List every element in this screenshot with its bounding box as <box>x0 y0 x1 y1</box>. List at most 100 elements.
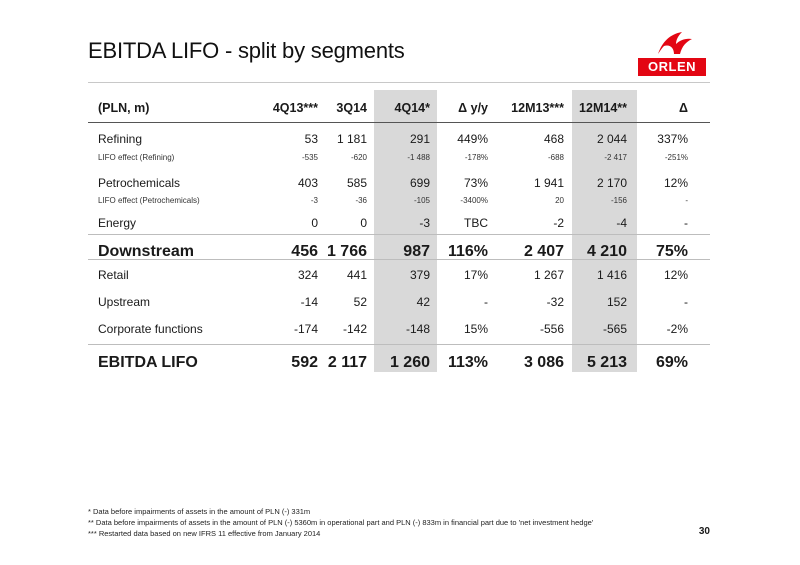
cell-4q13: 403 <box>297 176 318 190</box>
cell-y-y: 73% <box>463 176 488 190</box>
cell-y-y: 15% <box>463 322 488 336</box>
header-delta-yy: Δ y/y <box>458 101 488 115</box>
footnotes: * Data before impairments of assets in t… <box>88 506 593 539</box>
cell-4q13: -14 <box>300 295 318 309</box>
cell-12m13: 468 <box>543 132 564 146</box>
cell-4q14: 291 <box>409 132 430 146</box>
cell-12m14: 2 044 <box>596 132 627 146</box>
cell-: 12% <box>663 268 688 282</box>
footnote-1: * Data before impairments of assets in t… <box>88 507 311 516</box>
footnote-3: *** Restarted data based on new IFRS 11 … <box>88 529 321 538</box>
header-3q14: 3Q14 <box>336 101 367 115</box>
header-12m13: 12M13*** <box>511 101 564 115</box>
header-12m14: 12M14** <box>579 101 627 115</box>
page-number: 30 <box>698 526 710 537</box>
cell-12m14: 2 170 <box>596 176 627 190</box>
header-unit: (PLN, m) <box>98 101 150 115</box>
cell-: - <box>684 295 688 309</box>
row-label: Petrochemicals <box>98 176 181 190</box>
cell-12m14: -2 417 <box>604 153 627 162</box>
cell-4q14: 1 260 <box>389 354 430 371</box>
cell-4q14: 379 <box>409 268 430 282</box>
cell-3q14: -142 <box>342 322 367 336</box>
cell-12m14: -565 <box>602 322 627 336</box>
cell-4q14: -3 <box>419 216 430 230</box>
cell-: -2% <box>666 322 688 336</box>
cell-12m13: -32 <box>546 295 564 309</box>
cell-3q14: 52 <box>353 295 367 309</box>
cell-4q14: 987 <box>403 243 430 260</box>
cell-4q14: -105 <box>413 196 430 205</box>
cell-4q14: -148 <box>405 322 430 336</box>
cell-4q14: 42 <box>416 295 430 309</box>
cell-y-y: - <box>484 295 488 309</box>
row-label: Retail <box>98 268 129 282</box>
row-label: Energy <box>98 216 137 230</box>
cell-4q13: 324 <box>297 268 318 282</box>
cell-12m13: 3 086 <box>523 354 564 371</box>
cell-12m13: -556 <box>539 322 564 336</box>
cell-3q14: -620 <box>350 153 367 162</box>
cell-y-y: 113% <box>447 354 488 371</box>
cell-3q14: 441 <box>346 268 367 282</box>
header-4q14: 4Q14* <box>394 101 430 115</box>
cell-y-y: 116% <box>447 243 488 260</box>
row-label: LIFO effect (Refining) <box>98 153 175 162</box>
row-label: EBITDA LIFO <box>98 354 198 371</box>
cell-12m13: 20 <box>555 196 564 205</box>
cell-y-y: 17% <box>463 268 488 282</box>
cell-: 337% <box>657 132 688 146</box>
cell-4q13: 456 <box>291 243 318 260</box>
orlen-eagle-icon <box>658 32 692 54</box>
cell-12m13: 1 267 <box>533 268 564 282</box>
cell-3q14: -36 <box>355 196 367 205</box>
orlen-logo: ORLEN <box>638 28 706 78</box>
cell-: 75% <box>655 243 688 260</box>
cell-4q13: -3 <box>310 196 318 205</box>
title-rule <box>88 82 710 83</box>
cell-3q14: 585 <box>346 176 367 190</box>
shade-12m14 <box>572 90 637 372</box>
shade-4q14 <box>374 90 437 372</box>
cell-12m14: 4 210 <box>586 243 627 260</box>
cell-12m14: -156 <box>610 196 627 205</box>
header-delta: Δ <box>679 101 688 115</box>
cell-12m13: 2 407 <box>523 243 564 260</box>
cell-4q14: 699 <box>409 176 430 190</box>
cell-4q13: 53 <box>304 132 318 146</box>
cell-12m13: 1 941 <box>533 176 564 190</box>
cell-: - <box>684 216 688 230</box>
cell-12m13: -688 <box>547 153 564 162</box>
header-rule <box>88 122 710 123</box>
cell-12m14: 1 416 <box>596 268 627 282</box>
rule-after-downstream <box>88 259 710 260</box>
cell-: -251% <box>664 153 688 162</box>
cell-3q14: 1 766 <box>326 243 367 260</box>
cell-: 12% <box>663 176 688 190</box>
row-label: LIFO effect (Petrochemicals) <box>98 196 200 205</box>
page-title: EBITDA LIFO - split by segments <box>88 38 405 63</box>
cell-4q13: -535 <box>301 153 318 162</box>
cell-y-y: 449% <box>457 132 488 146</box>
cell-12m14: 152 <box>606 295 627 309</box>
rule-before-downstream <box>88 234 710 235</box>
cell-4q13: -174 <box>293 322 318 336</box>
cell-12m14: 5 213 <box>586 354 627 371</box>
cell-3q14: 2 117 <box>327 354 367 371</box>
header-4q13: 4Q13*** <box>272 101 318 115</box>
cell-y-y: -3400% <box>460 196 488 205</box>
cell-y-y: TBC <box>464 216 488 230</box>
cell-3q14: 1 181 <box>336 132 367 146</box>
rule-before-total <box>88 344 710 345</box>
cell-4q13: 592 <box>291 354 318 371</box>
row-label: Corporate functions <box>98 322 203 336</box>
cell-3q14: 0 <box>360 216 367 230</box>
row-label: Downstream <box>98 243 195 260</box>
cell-4q14: -1 488 <box>407 153 430 162</box>
cell-12m14: -4 <box>616 216 627 230</box>
cell-y-y: -178% <box>464 153 488 162</box>
row-label: Refining <box>98 132 143 146</box>
row-label: Upstream <box>98 295 151 309</box>
cell-: 69% <box>655 354 688 371</box>
logo-text: ORLEN <box>638 58 706 76</box>
